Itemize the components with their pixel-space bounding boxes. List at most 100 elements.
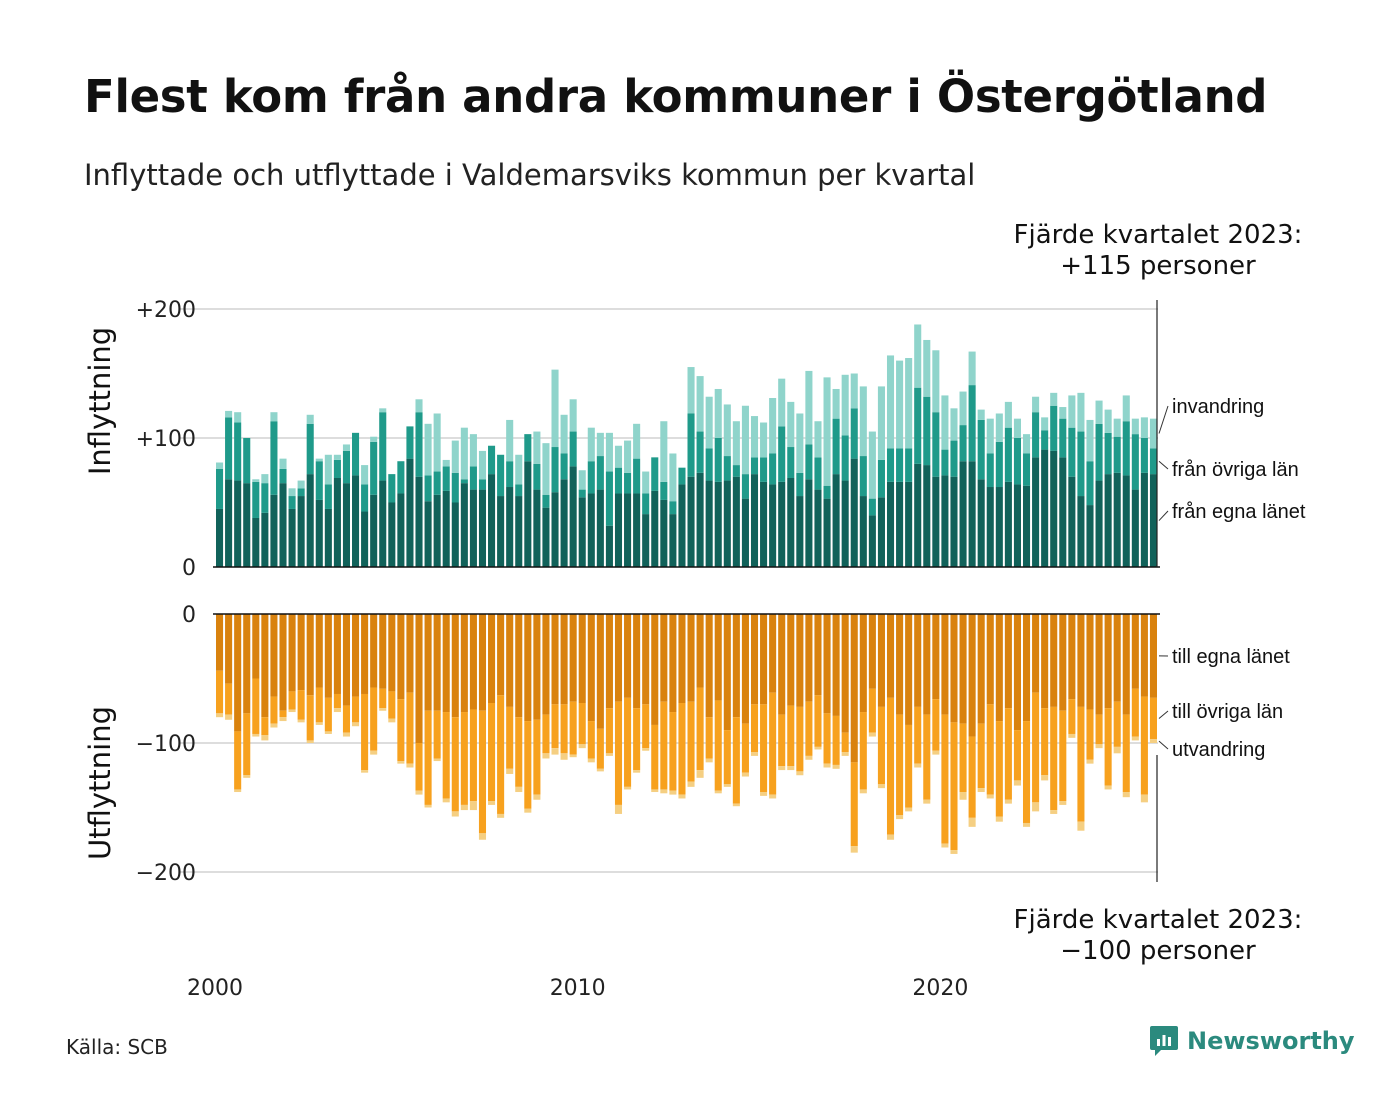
bar-out-ovriga	[932, 699, 940, 751]
bar-out-egna	[723, 614, 731, 731]
bar-in-egna	[814, 489, 822, 567]
bar-in-invandring	[723, 404, 731, 457]
bar-out-egna	[524, 614, 532, 722]
bar-in-ovriga	[1068, 427, 1076, 477]
bar-in-egna	[1122, 475, 1130, 567]
bar-out-egna	[324, 614, 332, 698]
bar-out-egna	[506, 614, 514, 707]
bar-out-egna	[433, 614, 441, 711]
bar-in-ovriga	[252, 481, 260, 518]
bar-out-egna	[705, 614, 713, 718]
series-leader	[1158, 710, 1169, 719]
bar-out-utvandring	[696, 770, 704, 778]
bar-in-invandring	[515, 454, 523, 485]
bar-out-utvandring	[478, 833, 487, 840]
bar-in-egna	[877, 497, 885, 567]
bar-out-utvandring	[225, 714, 233, 720]
bar-out-ovriga	[1131, 688, 1139, 737]
bar-in-egna	[868, 515, 876, 567]
bar-out-utvandring	[823, 763, 831, 768]
bar-in-ovriga	[669, 501, 677, 515]
chart-title: Flest kom från andra kommuner i Östergöt…	[84, 70, 1268, 123]
bar-out-ovriga	[914, 706, 922, 764]
bar-out-egna	[451, 614, 459, 718]
bar-out-ovriga	[524, 721, 532, 809]
bar-out-egna	[1104, 614, 1112, 709]
bar-out-utvandring	[832, 764, 840, 769]
bar-out-egna	[787, 614, 795, 706]
bar-in-egna	[442, 490, 450, 567]
bar-in-egna	[533, 489, 541, 567]
bar-out-utvandring	[669, 790, 677, 795]
chart-subtitle: Inflyttade och utflyttade i Valdemarsvik…	[84, 158, 976, 192]
bar-out-utvandring	[1113, 746, 1121, 754]
bar-in-egna	[687, 476, 695, 567]
bar-in-egna	[288, 508, 296, 567]
bar-out-egna	[406, 614, 414, 693]
bar-in-invandring	[760, 422, 768, 458]
bar-out-ovriga	[642, 704, 650, 749]
bar-in-egna	[1104, 474, 1112, 567]
bar-out-utvandring	[651, 789, 659, 793]
bar-out-egna	[1050, 614, 1058, 707]
bar-out-egna	[1122, 614, 1130, 715]
series-label-in: från övriga län	[1172, 459, 1299, 481]
bar-out-utvandring	[370, 750, 378, 755]
bar-out-utvandring	[1077, 821, 1085, 831]
bar-out-utvandring	[342, 732, 351, 737]
bar-in-egna	[805, 479, 813, 567]
bar-out-egna	[261, 614, 269, 718]
bar-in-invandring	[714, 388, 722, 438]
bar-in-ovriga	[216, 468, 224, 509]
bar-out-utvandring	[578, 744, 586, 749]
bar-out-utvandring	[977, 788, 985, 793]
bar-in-ovriga	[497, 454, 505, 497]
bar-out-egna	[750, 614, 759, 705]
bar-in-egna	[614, 493, 623, 567]
bar-out-egna	[596, 614, 604, 729]
bar-out-ovriga	[995, 721, 1003, 817]
series-leader	[1158, 460, 1169, 470]
bar-in-invandring	[732, 421, 740, 466]
bar-out-egna	[488, 614, 496, 704]
bar-out-ovriga	[1113, 701, 1121, 747]
bar-in-egna	[216, 508, 224, 567]
bar-out-ovriga	[750, 704, 759, 753]
bar-in-egna	[778, 481, 786, 567]
bar-in-egna	[633, 493, 641, 567]
bar-out-ovriga	[542, 714, 550, 754]
bar-in-invandring	[642, 471, 650, 494]
bar-out-utvandring	[397, 761, 405, 764]
bar-out-egna	[678, 614, 686, 704]
bar-in-ovriga	[1077, 431, 1085, 497]
bar-in-ovriga	[1149, 448, 1157, 475]
bar-in-ovriga	[578, 489, 586, 498]
bar-in-egna	[560, 479, 568, 567]
bar-out-utvandring	[587, 758, 595, 763]
bar-in-egna	[324, 508, 332, 567]
bar-out-egna	[669, 614, 677, 713]
bar-out-ovriga	[551, 704, 559, 749]
bar-in-ovriga	[923, 396, 931, 466]
bar-out-utvandring	[633, 770, 641, 773]
bar-out-utvandring	[542, 753, 550, 759]
bar-out-ovriga	[687, 701, 695, 782]
bar-in-egna	[741, 498, 749, 567]
bar-in-ovriga	[342, 450, 351, 484]
bar-out-ovriga	[905, 724, 913, 808]
bar-out-ovriga	[1004, 708, 1012, 800]
bar-in-ovriga	[1022, 453, 1031, 486]
annotation-in-value: +115 personer	[1060, 251, 1256, 281]
bar-out-egna	[1149, 614, 1157, 698]
bar-in-egna	[578, 497, 586, 567]
bar-out-egna	[868, 614, 876, 689]
bar-in-egna	[823, 498, 831, 567]
bar-out-egna	[1041, 614, 1049, 709]
bar-out-ovriga	[1032, 692, 1040, 803]
bar-out-utvandring	[687, 781, 695, 787]
bar-in-invandring	[279, 458, 287, 469]
bar-out-ovriga	[896, 714, 904, 816]
bar-in-invandring	[587, 427, 595, 462]
bar-out-ovriga	[841, 732, 849, 753]
bar-in-invandring	[542, 443, 550, 495]
